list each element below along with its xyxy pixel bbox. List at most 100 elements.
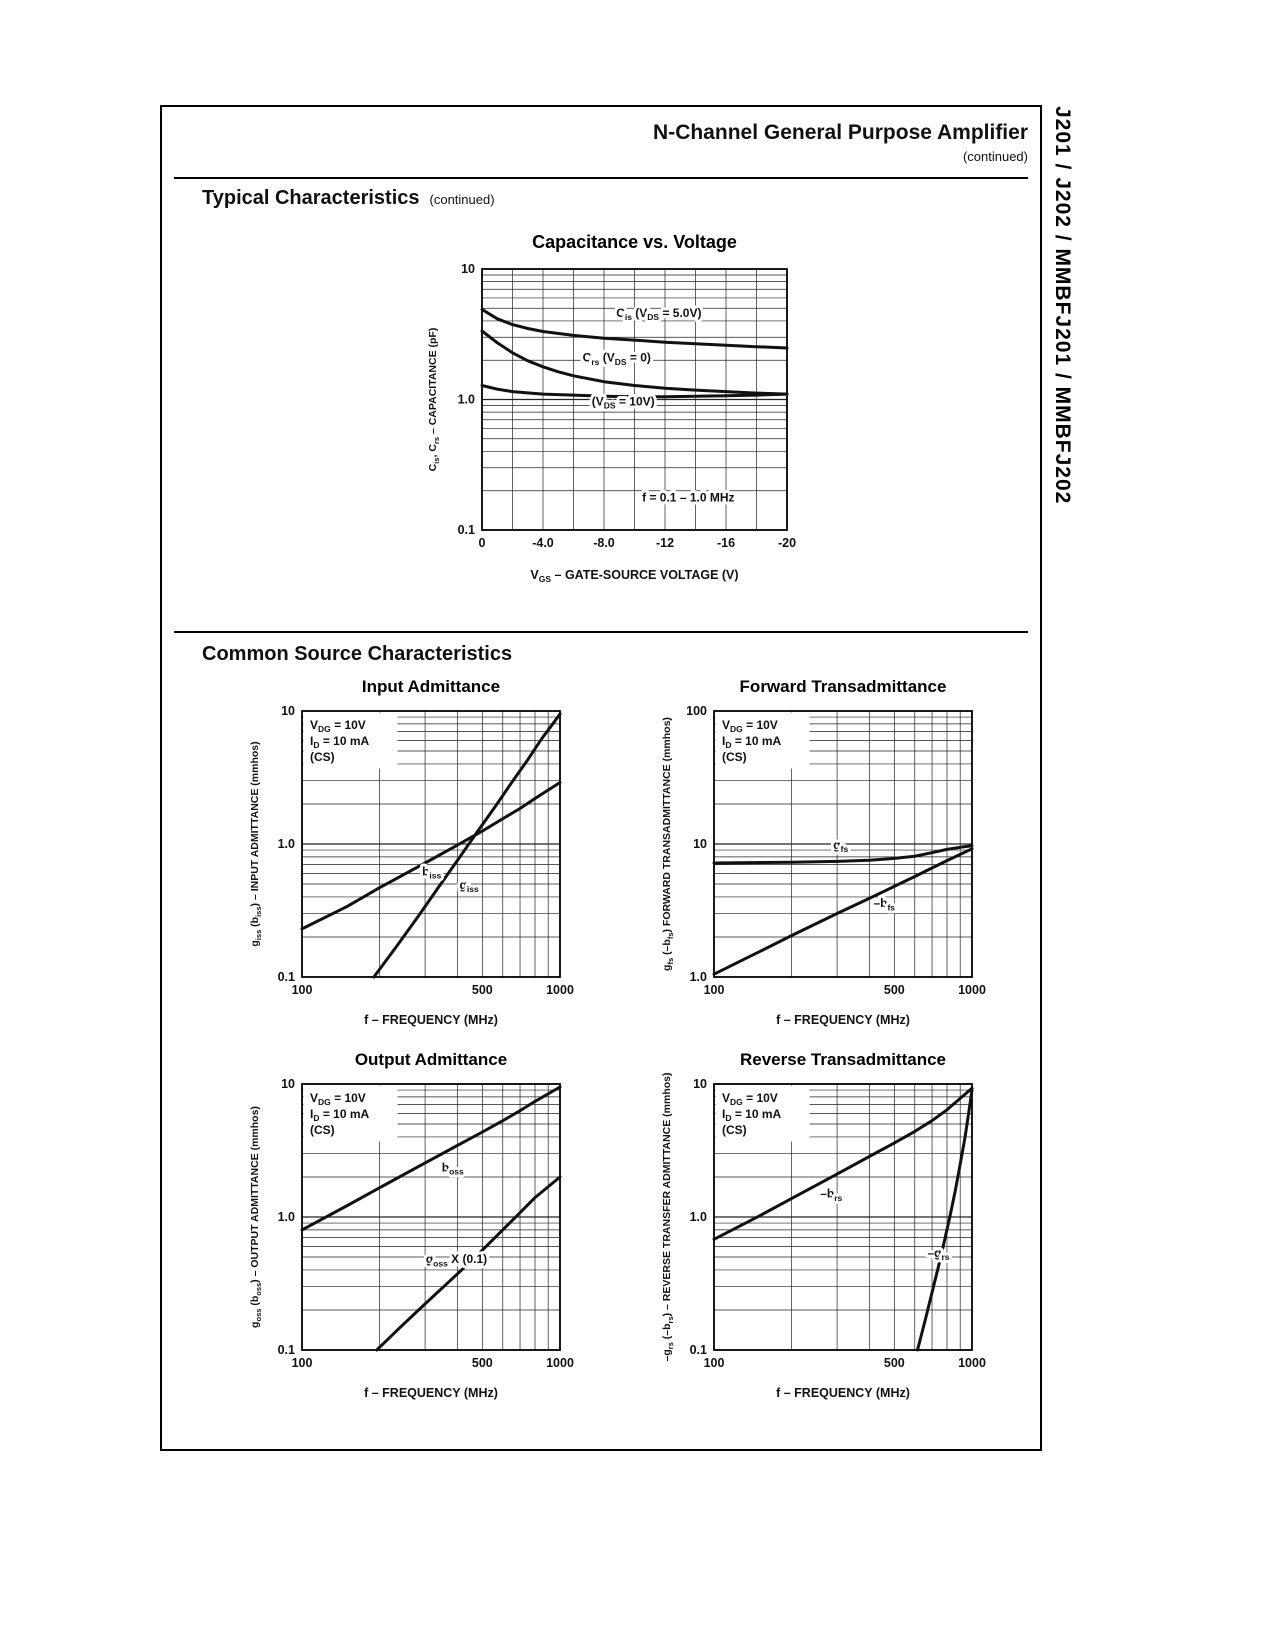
chart-output-admittance: Output Admittance 100 500 1000 10 1.0 0.1 f – … — [244, 1050, 574, 1410]
plot-border — [301, 1083, 561, 1351]
chart-text: ID = 10 mA — [722, 1107, 782, 1123]
chart-text: (CS) — [310, 750, 335, 764]
page-title-continued: (continued) — [962, 149, 1028, 164]
chart-text: f – FREQUENCY (MHz) — [364, 1386, 498, 1400]
chart-text: gfs (–bfs) FORWARD TRANSADMITTANCE (mmho… — [661, 717, 675, 971]
chart-text: –brs — [820, 1187, 842, 1203]
chart-input-admittance: Input Admittance 100 500 1000 10 1.0 0.1 f – F… — [244, 677, 574, 1037]
curve-neg-b-rs — [712, 1086, 974, 1241]
conditions-backdrop — [303, 712, 398, 769]
curve-neg-b-fs — [712, 847, 974, 976]
chart-text: 1.0 — [690, 1210, 707, 1224]
curve-g-oss-x01 — [375, 1175, 562, 1352]
output-admittance-svg: 100 500 1000 10 1.0 0.1 f – FREQUENCY (MHz) gos… — [249, 1077, 574, 1400]
chart-text: 100 — [292, 983, 313, 997]
chart-text: 0.1 — [690, 1343, 707, 1357]
section-title: Typical Characteristics — [202, 187, 420, 209]
chart-text: (CS) — [722, 1123, 747, 1137]
curves — [300, 712, 562, 979]
curves — [712, 844, 974, 976]
chart-text: f – FREQUENCY (MHz) — [364, 1013, 498, 1027]
input-admittance-plot: 100 500 1000 10 1.0 0.1 f – FREQUENCY (MHz) gis… — [244, 701, 574, 1037]
chart-text: (CS) — [310, 1123, 335, 1137]
chart-text: Cis (VDS = 5.0V) — [616, 306, 701, 322]
divider-top — [174, 177, 1028, 179]
chart-text: 1.0 — [458, 393, 475, 407]
output-admittance-plot: 100 500 1000 10 1.0 0.1 f – FREQUENCY (MHz) gos… — [244, 1074, 574, 1410]
chart-text: 10 — [281, 704, 295, 718]
chart-text: -8.0 — [593, 536, 615, 550]
curve-crs-vds-0 — [480, 329, 789, 396]
chart-title: Reverse Transadmittance — [740, 1050, 946, 1069]
curve-neg-g-rs — [916, 1088, 974, 1352]
chart-text: 10 — [693, 1077, 707, 1091]
plot-border — [301, 710, 561, 978]
divider-middle — [174, 631, 1028, 633]
curves — [712, 1086, 974, 1352]
chart-text: 500 — [884, 1356, 905, 1370]
chart-text: 1000 — [546, 1356, 574, 1370]
page-title: N-Channel General Purpose Amplifier — [653, 121, 1028, 144]
section-typical-characteristics: Typical Characteristics (continued) — [202, 187, 495, 210]
chart-text: gfs — [833, 838, 848, 854]
chart-text: goss X (0.1) — [426, 1252, 487, 1268]
curves — [480, 307, 789, 399]
chart-text: 1.0 — [278, 837, 295, 851]
chart-text: 0.1 — [458, 523, 475, 537]
chart-forward-transadmittance: Forward Transadmittance 100 500 1000 100 10 1… — [656, 677, 986, 1037]
chart-text: VGS – GATE-SOURCE VOLTAGE (V) — [530, 568, 738, 584]
side-part-numbers: J201 / J202 / MMBFJ201 / MMBFJ202 — [1051, 106, 1074, 505]
chart-text: 500 — [472, 1356, 493, 1370]
chart-text: -4.0 — [532, 536, 554, 550]
chart-text: Crs (VDS = 0) — [583, 351, 651, 367]
section-common-source: Common Source Characteristics — [202, 643, 513, 665]
chart-text: 10 — [461, 262, 475, 276]
chart-text: -12 — [656, 536, 674, 550]
chart-text: –bfs — [873, 896, 895, 912]
chart-text: 0.1 — [278, 1343, 295, 1357]
forward-transadmittance-svg: 100 500 1000 100 10 1.0 f – FREQUENCY (MHz) gfs… — [661, 704, 986, 1027]
chart-title: Capacitance vs. Voltage — [532, 232, 737, 252]
chart-text: 100 — [686, 704, 707, 718]
chart-text: 100 — [704, 1356, 725, 1370]
chart-text: (CS) — [722, 750, 747, 764]
plot-border — [713, 710, 973, 978]
chart-text: goss (boss) – OUTPUT ADMITTANCE (mmhos) — [249, 1106, 263, 1328]
chart-text: 100 — [704, 983, 725, 997]
chart-title: Forward Transadmittance — [739, 677, 947, 696]
chart-capacitance-vs-voltage: Capacitance vs. Voltage 0 -4.0 -8.0 -12 -16 -… — [402, 232, 802, 592]
capacitance-vs-voltage-svg: 0 -4.0 -8.0 -12 -16 -20 10 1.0 0.1 VGS – GATE-SOU… — [427, 262, 796, 584]
chart-text: 10 — [281, 1077, 295, 1091]
curve-b-iss — [300, 781, 562, 931]
curve-g-fs — [712, 844, 974, 865]
curve-cis-vds-5 — [480, 307, 789, 350]
chart-text: giss (biss) – INPUT ADMITTANCE (mmhos) — [249, 741, 263, 946]
chart-text: 1000 — [546, 983, 574, 997]
chart-text: ID = 10 mA — [722, 734, 782, 750]
chart-text: -20 — [778, 536, 796, 550]
content-border-box: N-Channel General Purpose Amplifier (con… — [160, 105, 1042, 1451]
capacitance-plot: 0 -4.0 -8.0 -12 -16 -20 10 1.0 0.1 VGS – GATE-SOU… — [402, 257, 802, 592]
section-continued: (continued) — [429, 192, 495, 207]
plot-border — [481, 268, 788, 531]
input-admittance-svg: 100 500 1000 10 1.0 0.1 f – FREQUENCY (MHz) gis… — [249, 704, 574, 1027]
chart-text: ID = 10 mA — [310, 1107, 370, 1123]
chart-text: 10 — [693, 837, 707, 851]
chart-text: f – FREQUENCY (MHz) — [776, 1386, 910, 1400]
grid — [482, 269, 787, 530]
chart-text: 500 — [472, 983, 493, 997]
chart-title: Output Admittance — [354, 1050, 508, 1069]
chart-text: –grs — [927, 1246, 949, 1262]
curves — [300, 1085, 562, 1352]
chart-text: –grs (–brs) – REVERSE TRANSFER ADMITTANC… — [661, 1073, 675, 1362]
chart-text: (VDS = 10V) — [592, 394, 655, 410]
chart-title: Input Admittance — [361, 677, 501, 696]
reverse-transadmittance-plot: 100 500 1000 10 1.0 0.1 f – FREQUENCY (MHz) –gr… — [656, 1073, 986, 1410]
grid — [714, 711, 972, 977]
chart-text: -16 — [717, 536, 735, 550]
chart-text: f – FREQUENCY (MHz) — [776, 1013, 910, 1027]
chart-text: 0 — [479, 536, 486, 550]
reverse-transadmittance-svg: 100 500 1000 10 1.0 0.1 f – FREQUENCY (MHz) –gr… — [661, 1073, 986, 1400]
chart-text: boss — [442, 1160, 464, 1176]
